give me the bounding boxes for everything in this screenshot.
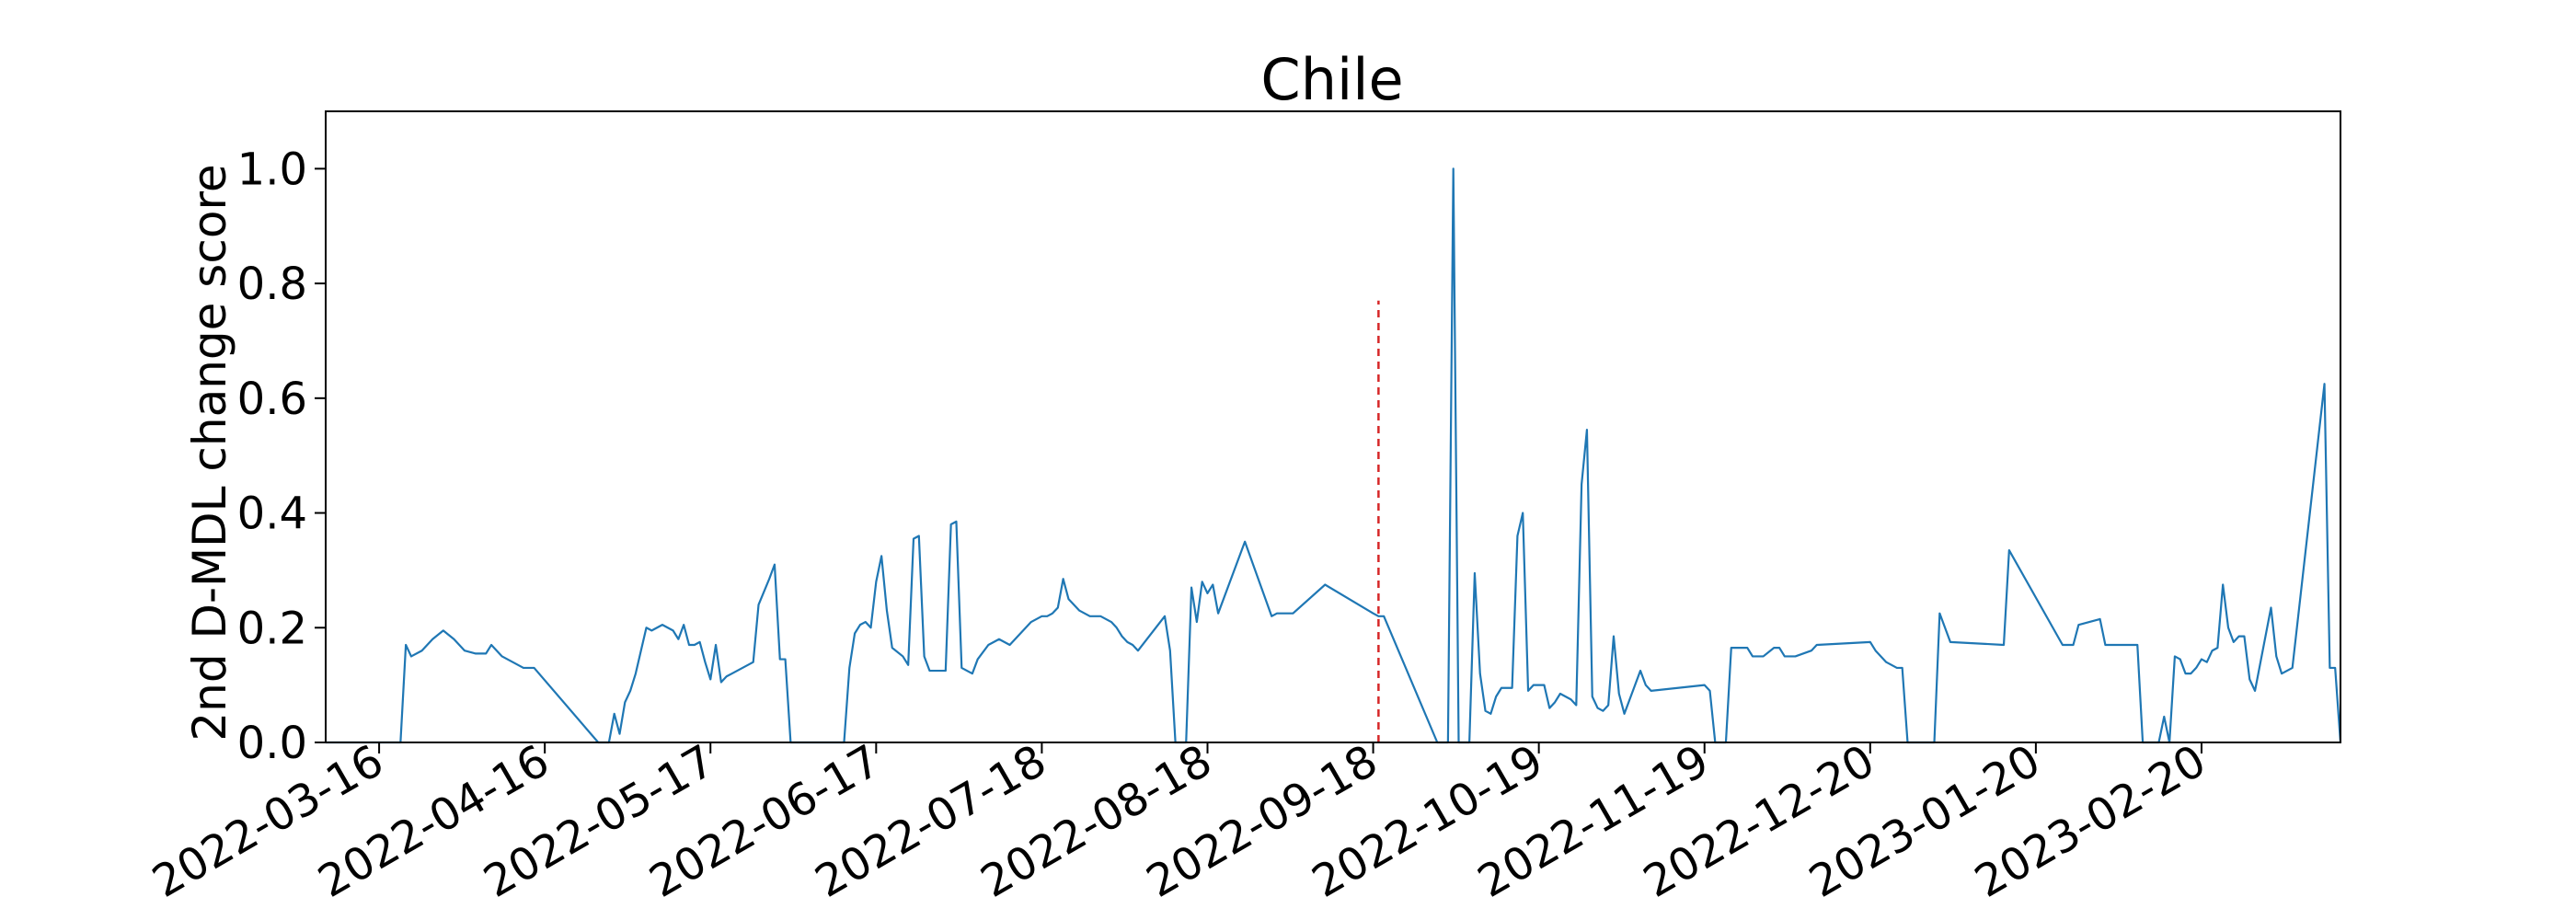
y-tick-label: 0.8 bbox=[237, 259, 307, 310]
y-tick-label: 0.0 bbox=[237, 718, 307, 769]
plot-area bbox=[325, 110, 2342, 744]
y-tick-label: 0.2 bbox=[237, 603, 307, 654]
axes-frame bbox=[325, 110, 2341, 743]
y-tick-label: 0.6 bbox=[237, 374, 307, 425]
y-tick-label: 0.4 bbox=[237, 489, 307, 540]
x-axis: 2022-03-162022-04-162022-05-172022-06-17… bbox=[144, 735, 2214, 908]
y-axis-label: 2nd D-MDL change score bbox=[183, 164, 236, 741]
data-marks bbox=[326, 167, 2342, 744]
y-tick-label: 1.0 bbox=[237, 144, 307, 195]
series-line bbox=[326, 167, 2342, 744]
chart-title: Chile bbox=[1260, 46, 1403, 113]
y-axis: 0.0 0.2 0.4 0.6 0.8 1.0 bbox=[237, 144, 326, 769]
